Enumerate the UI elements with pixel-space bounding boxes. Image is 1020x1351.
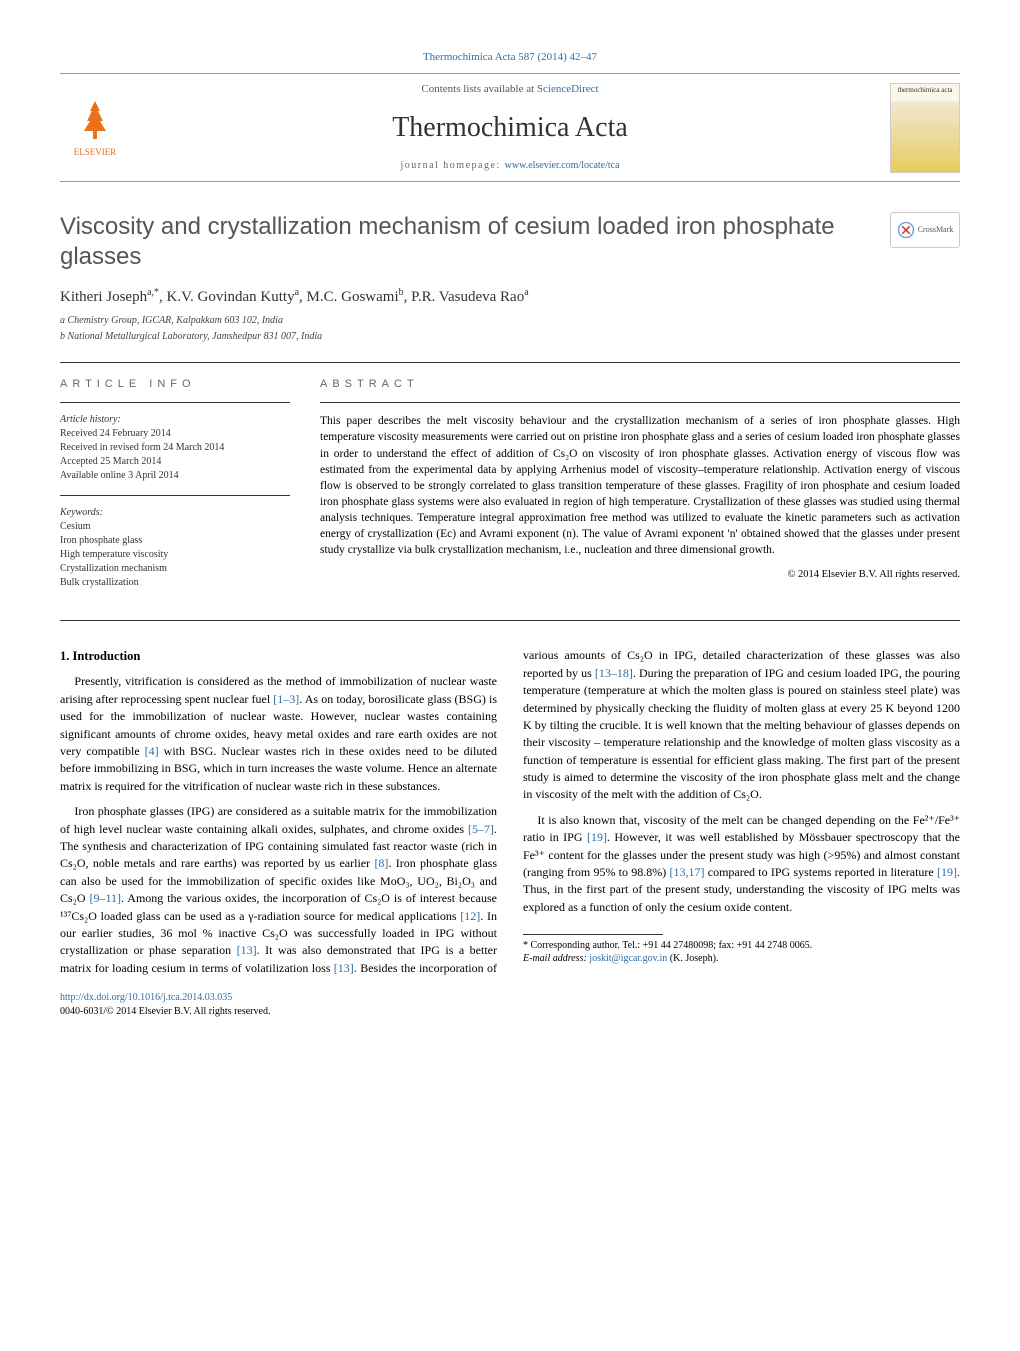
history-revised: Received in revised form 24 March 2014 bbox=[60, 441, 290, 455]
contents-prefix: Contents lists available at bbox=[421, 83, 536, 95]
authors: Kitheri Josepha,*, K.V. Govindan Kuttya,… bbox=[60, 286, 960, 308]
ref-8[interactable]: [8] bbox=[374, 856, 388, 870]
ref-13a[interactable]: [13] bbox=[237, 943, 257, 957]
ref-13-17[interactable]: [13,17] bbox=[670, 865, 705, 879]
ref-12[interactable]: [12] bbox=[460, 909, 480, 923]
history-online: Available online 3 April 2014 bbox=[60, 469, 290, 483]
cover-thumb-title: thermochimica acta bbox=[891, 84, 959, 96]
ref-1-3[interactable]: [1–3] bbox=[273, 692, 299, 706]
body-columns: 1. Introduction Presently, vitrification… bbox=[60, 647, 960, 977]
email-line: E-mail address: joskit@igcar.gov.in (K. … bbox=[523, 952, 960, 965]
doi-block: http://dx.doi.org/10.1016/j.tca.2014.03.… bbox=[60, 991, 960, 1019]
masthead: ELSEVIER Contents lists available at Sci… bbox=[60, 73, 960, 182]
affiliation-b: b National Metallurgical Laboratory, Jam… bbox=[60, 330, 960, 344]
article-info-heading: ARTICLE INFO bbox=[60, 377, 290, 392]
divider-top bbox=[60, 362, 960, 363]
keywords-label: Keywords: bbox=[60, 506, 290, 520]
email-who: (K. Joseph). bbox=[667, 953, 718, 964]
keyword-4: Bulk crystallization bbox=[60, 576, 290, 590]
contents-line: Contents lists available at ScienceDirec… bbox=[130, 82, 890, 97]
crossmark-label: CrossMark bbox=[918, 224, 954, 235]
doi-link[interactable]: http://dx.doi.org/10.1016/j.tca.2014.03.… bbox=[60, 992, 232, 1003]
masthead-center: Contents lists available at ScienceDirec… bbox=[130, 82, 890, 173]
elsevier-label: ELSEVIER bbox=[74, 146, 117, 159]
ref-4[interactable]: [4] bbox=[145, 744, 159, 758]
keyword-1: Iron phosphate glass bbox=[60, 534, 290, 548]
corr-author-line: * Corresponding author. Tel.: +91 44 274… bbox=[523, 939, 960, 952]
email-label: E-mail address: bbox=[523, 953, 589, 964]
keywords-block: Keywords: Cesium Iron phosphate glass Hi… bbox=[60, 506, 290, 590]
keyword-3: Crystallization mechanism bbox=[60, 562, 290, 576]
section-number: 1. bbox=[60, 649, 69, 663]
ref-9-11[interactable]: [9–11] bbox=[89, 891, 121, 905]
ref-5-7[interactable]: [5–7] bbox=[468, 822, 494, 836]
history-received: Received 24 February 2014 bbox=[60, 427, 290, 441]
footnote-rule bbox=[523, 934, 663, 935]
history-accepted: Accepted 25 March 2014 bbox=[60, 455, 290, 469]
elsevier-tree-icon bbox=[70, 96, 120, 146]
body-p1: Presently, vitrification is considered a… bbox=[60, 673, 497, 795]
article-info-column: ARTICLE INFO Article history: Received 2… bbox=[60, 377, 290, 602]
crossmark-badge[interactable]: CrossMark bbox=[890, 212, 960, 248]
sciencedirect-link[interactable]: ScienceDirect bbox=[537, 83, 599, 95]
keyword-0: Cesium bbox=[60, 520, 290, 534]
article-title: Viscosity and crystallization mechanism … bbox=[60, 212, 870, 272]
body-p4: It is also known that, viscosity of the … bbox=[523, 812, 960, 916]
article-history: Article history: Received 24 February 20… bbox=[60, 413, 290, 483]
abstract-heading: ABSTRACT bbox=[320, 377, 960, 392]
homepage-link[interactable]: www.elsevier.com/locate/tca bbox=[505, 160, 620, 171]
homepage-line: journal homepage: www.elsevier.com/locat… bbox=[130, 159, 890, 173]
journal-cover-thumb: thermochimica acta bbox=[890, 83, 960, 173]
ref-19b[interactable]: [19] bbox=[937, 865, 957, 879]
ref-13-18[interactable]: [13–18] bbox=[595, 666, 633, 680]
homepage-prefix: journal homepage: bbox=[400, 160, 504, 171]
abstract-copyright: © 2014 Elsevier B.V. All rights reserved… bbox=[320, 568, 960, 583]
running-head-link[interactable]: Thermochimica Acta 587 (2014) 42–47 bbox=[423, 51, 597, 63]
keyword-2: High temperature viscosity bbox=[60, 548, 290, 562]
corresponding-author-footnote: * Corresponding author. Tel.: +91 44 274… bbox=[523, 939, 960, 965]
affiliation-a: a Chemistry Group, IGCAR, Kalpakkam 603 … bbox=[60, 314, 960, 328]
journal-name: Thermochimica Acta bbox=[130, 108, 890, 147]
history-label: Article history: bbox=[60, 413, 290, 427]
crossmark-icon bbox=[897, 221, 915, 239]
issn-copyright: 0040-6031/© 2014 Elsevier B.V. All right… bbox=[60, 1005, 960, 1019]
ref-13b[interactable]: [13] bbox=[334, 961, 354, 975]
section-1-heading: 1. Introduction bbox=[60, 647, 497, 665]
abstract-text: This paper describes the melt viscosity … bbox=[320, 413, 960, 558]
elsevier-logo: ELSEVIER bbox=[60, 88, 130, 168]
email-link[interactable]: joskit@igcar.gov.in bbox=[589, 953, 667, 964]
abstract-column: ABSTRACT This paper describes the melt v… bbox=[320, 377, 960, 602]
running-head: Thermochimica Acta 587 (2014) 42–47 bbox=[60, 50, 960, 65]
divider-bottom bbox=[60, 620, 960, 621]
ref-19a[interactable]: [19] bbox=[587, 830, 607, 844]
section-title: Introduction bbox=[73, 649, 141, 663]
